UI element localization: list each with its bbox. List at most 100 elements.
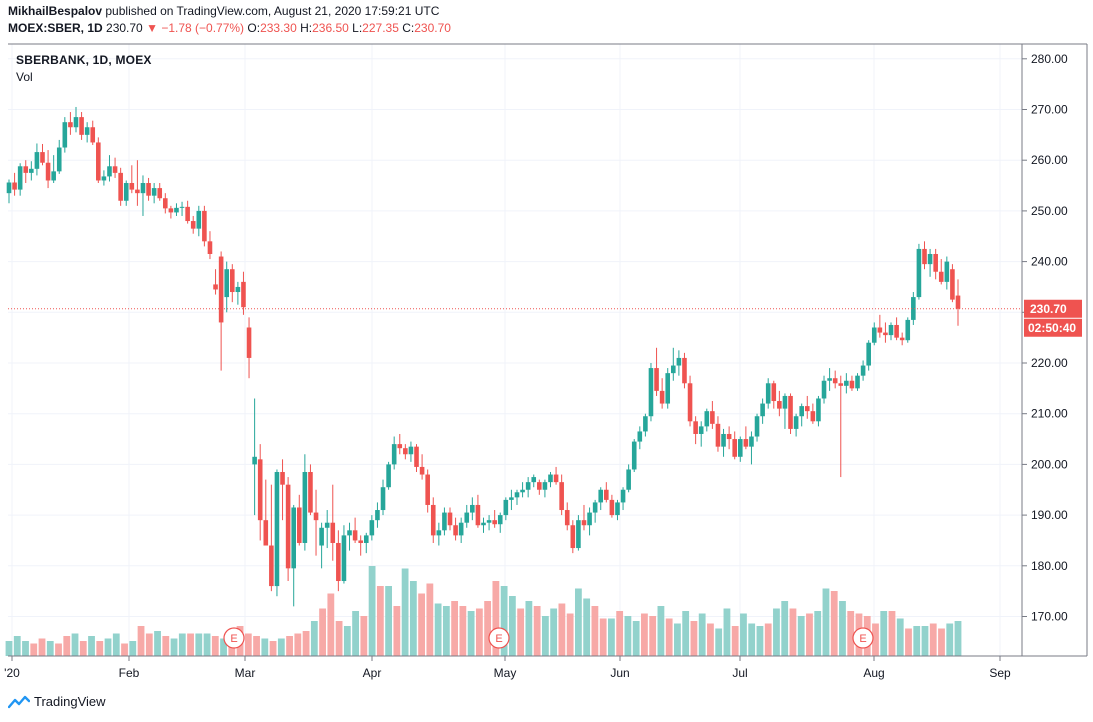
volume-bar	[698, 613, 706, 656]
volume-bar	[500, 586, 508, 656]
candle-body	[726, 433, 732, 440]
candle-body	[654, 368, 659, 391]
volume-bar	[880, 611, 888, 656]
volume-bar	[63, 636, 71, 656]
candle-body	[950, 269, 955, 300]
countdown-badge	[1024, 318, 1082, 337]
volume-bar	[789, 608, 797, 656]
candle-body	[56, 147, 62, 172]
candle-body	[871, 327, 877, 343]
volume-bar	[22, 641, 29, 656]
candle-body	[509, 497, 514, 500]
down-arrow-icon: ▼	[146, 21, 158, 35]
volume-bar	[632, 621, 640, 656]
volume-bar	[797, 616, 805, 656]
volume-bar	[343, 626, 351, 656]
price-axis: 280.00270.00260.00250.00240.00230.00220.…	[1022, 52, 1068, 624]
candle-body	[581, 520, 587, 526]
candle-body	[17, 166, 23, 190]
candle-body	[414, 446, 419, 467]
price-tick-label: 280.00	[1031, 52, 1068, 66]
volume-bar	[896, 618, 904, 656]
candle-body	[425, 474, 430, 505]
candle-body	[693, 421, 698, 434]
candle-body	[442, 512, 447, 531]
last-price-line: 230.70 02:50:40	[8, 299, 1082, 337]
candle-body	[447, 512, 453, 526]
time-tick-label: Aug	[863, 666, 884, 680]
candle-body	[40, 152, 45, 163]
candle-body	[185, 206, 190, 222]
volume-bar	[442, 606, 450, 656]
volume-bar	[517, 608, 525, 656]
candle-body	[336, 542, 341, 582]
candle-body	[816, 398, 821, 422]
candle-body	[352, 530, 358, 541]
candle-body	[754, 416, 760, 437]
volume-bar	[5, 641, 13, 656]
candle-body	[151, 188, 157, 196]
volume-bar	[525, 601, 533, 656]
volume-bar	[30, 643, 38, 656]
candle-body	[793, 416, 799, 429]
volume-bar	[946, 623, 954, 656]
candle-body	[397, 444, 403, 449]
candle-body	[302, 472, 308, 543]
candle-body	[163, 198, 168, 209]
volume-bar	[409, 581, 417, 656]
volume-bar	[88, 636, 95, 656]
candle-body	[737, 439, 743, 457]
volume-bar	[385, 586, 392, 656]
earnings-marker	[852, 627, 874, 649]
high-label: H:	[300, 21, 313, 35]
candle-body	[799, 406, 804, 417]
volume-bar	[657, 606, 665, 656]
candle-body	[408, 446, 414, 455]
volume-bar	[195, 633, 203, 656]
candle-body	[749, 436, 754, 447]
candle-body	[174, 207, 179, 213]
volume-bar	[244, 633, 252, 656]
candle-body	[631, 441, 637, 470]
candle-body	[804, 406, 810, 412]
candle-body	[704, 411, 710, 427]
candle-body	[123, 183, 129, 201]
candle-body	[503, 499, 509, 516]
price-tick-label: 260.00	[1031, 153, 1068, 167]
price-tick-label: 270.00	[1031, 103, 1068, 117]
candle-body	[788, 395, 793, 429]
candle-body	[90, 127, 96, 143]
volume-bars	[5, 566, 962, 656]
volume-bar	[71, 633, 79, 656]
volume-bar	[740, 613, 747, 656]
candle-body	[710, 411, 715, 424]
time-tick-label: Jul	[732, 666, 747, 680]
candle-body	[604, 489, 609, 500]
footer-brand[interactable]: TradingView	[8, 694, 106, 709]
candle-body	[659, 390, 665, 404]
volume-bar	[129, 641, 137, 656]
time-tick-label: Sep	[989, 666, 1011, 680]
author-name[interactable]: MikhailBespalov	[8, 4, 103, 18]
candle-body	[620, 489, 626, 503]
candle-body	[905, 319, 911, 341]
candle-body	[296, 507, 302, 543]
volume-bar	[451, 601, 459, 656]
volume-bar	[674, 623, 681, 656]
candle-body	[12, 182, 17, 190]
candle-body	[665, 373, 671, 404]
volume-bar	[475, 608, 483, 656]
candle-body	[888, 324, 894, 336]
candle-body	[687, 383, 693, 422]
candle-body	[358, 540, 363, 543]
price-tick-label: 220.00	[1031, 356, 1068, 370]
candle-body	[252, 456, 257, 465]
candle-body	[832, 378, 838, 384]
volume-bar	[492, 581, 500, 656]
candle-body	[112, 166, 118, 173]
candle-body	[899, 337, 905, 341]
price-tick-label: 240.00	[1031, 255, 1068, 269]
candle-body	[202, 210, 207, 242]
tradingview-logo-icon	[8, 695, 30, 708]
